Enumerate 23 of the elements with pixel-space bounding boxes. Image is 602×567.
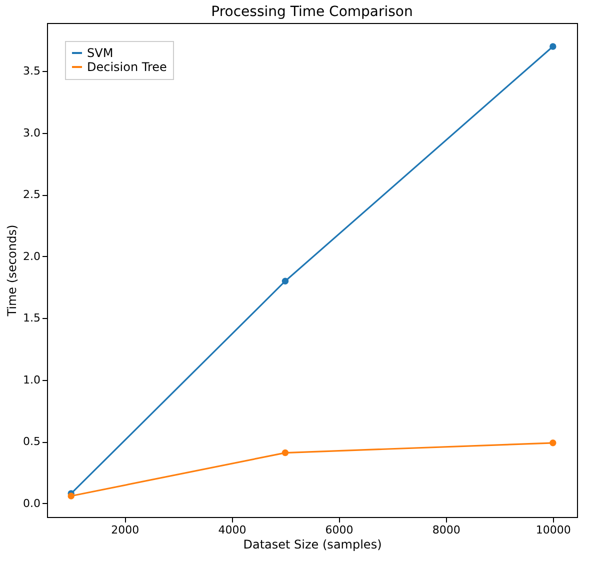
y-tick-label: 2.0	[23, 250, 40, 263]
x-tick-label: 10000	[536, 524, 571, 536]
x-tick-label: 6000	[325, 524, 354, 536]
point	[282, 278, 289, 284]
y-tick-label: 3.0	[23, 126, 40, 140]
legend-label: SVM	[87, 46, 114, 60]
y-tick-label: 0.0	[23, 496, 40, 510]
x-tick-label: 8000	[432, 524, 460, 536]
point	[282, 449, 289, 456]
y-tick-label: 0.5	[23, 435, 40, 448]
y-tick-label: 2.5	[23, 188, 40, 202]
legend-label: Decision Tree	[87, 60, 167, 74]
x-tick-label: 4000	[218, 524, 246, 536]
point	[550, 43, 556, 50]
y-tick-label: 1.0	[23, 373, 40, 386]
point	[550, 440, 556, 446]
y-tick-label: 3.5	[23, 64, 40, 78]
chart-title: Processing Time Comparison	[211, 4, 413, 20]
y-axis-title: Time (seconds)	[5, 224, 20, 318]
x-axis-title: Dataset Size (samples)	[243, 538, 382, 552]
x-tick-label: 2000	[111, 524, 140, 536]
point	[68, 492, 74, 500]
y-tick-label: 1.5	[23, 312, 40, 325]
